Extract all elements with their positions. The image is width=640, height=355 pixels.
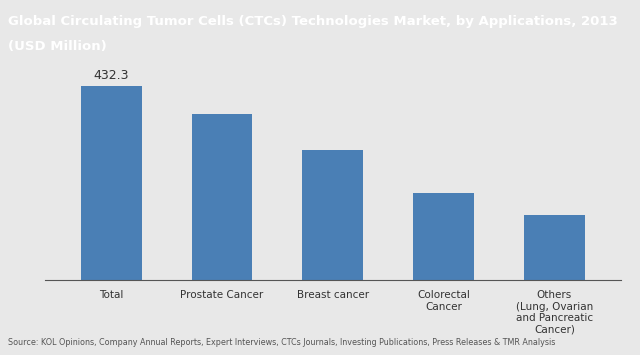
Bar: [302, 150, 364, 280]
Text: Source: KOL Opinions, Company Annual Reports, Expert Interviews, CTCs Journals, : Source: KOL Opinions, Company Annual Rep…: [8, 338, 555, 347]
Text: 432.3: 432.3: [93, 69, 129, 82]
Bar: [191, 114, 253, 280]
Bar: [524, 215, 585, 280]
Bar: [81, 86, 141, 280]
Text: (USD Million): (USD Million): [8, 40, 106, 53]
Text: Global Circulating Tumor Cells (CTCs) Technologies Market, by Applications, 2013: Global Circulating Tumor Cells (CTCs) Te…: [8, 15, 618, 28]
Bar: [413, 192, 474, 280]
